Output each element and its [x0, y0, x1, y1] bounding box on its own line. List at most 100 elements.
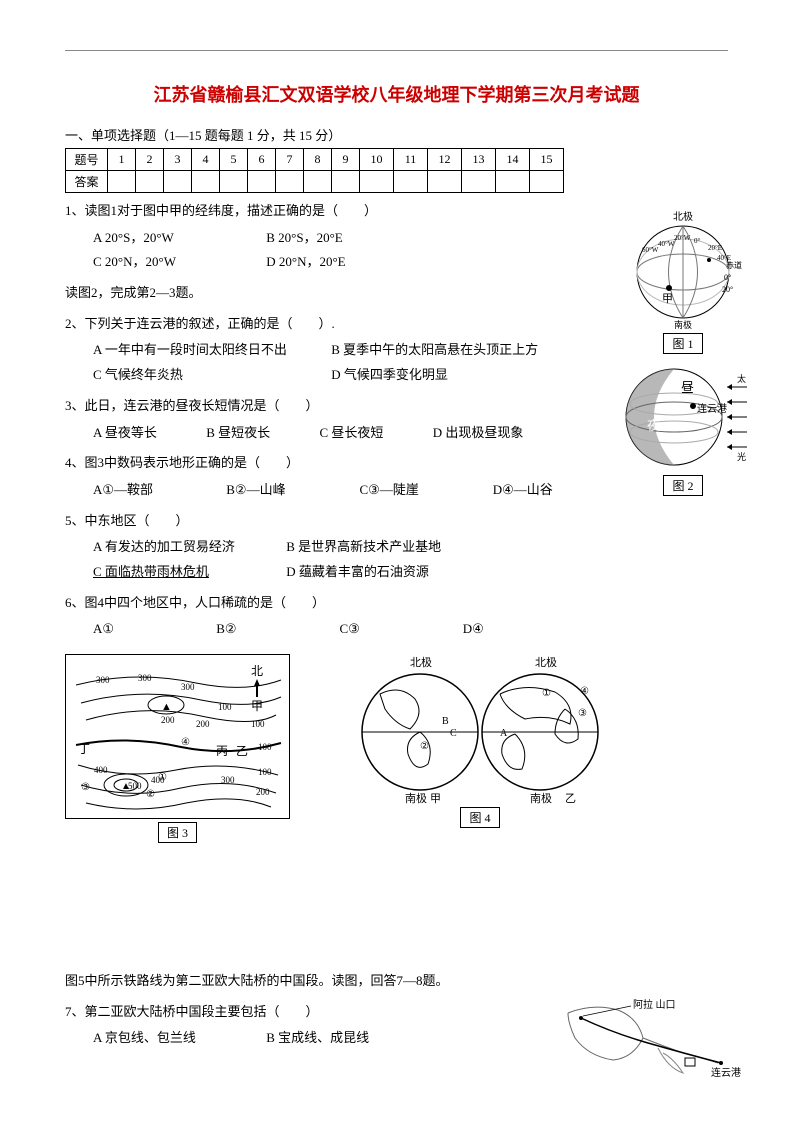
pre-q7: 图5中所示铁路线为第二亚欧大陆桥的中国段。读图，回答7—8题。 [65, 969, 728, 994]
row-label: 答案 [66, 171, 108, 193]
svg-text:0°: 0° [694, 237, 701, 245]
question-5-options: A 有发达的加工贸易经济 B 是世界高新技术产业基地 C 面临热带雨林危机 D … [65, 535, 585, 584]
opt-a: A 京包线、包兰线 [93, 1026, 263, 1051]
opt-a: A① [93, 617, 213, 642]
svg-text:300: 300 [181, 682, 195, 692]
cell[interactable] [462, 171, 496, 193]
opt-d: D④—山谷 [493, 478, 553, 503]
figure-5: 阿拉 山口 连云港 [563, 998, 743, 1102]
svg-text:乙: 乙 [236, 744, 248, 758]
opt-c: C③ [340, 617, 460, 642]
cell[interactable] [428, 171, 462, 193]
opt-a: A 有发达的加工贸易经济 [93, 535, 283, 560]
cell[interactable] [108, 171, 136, 193]
svg-text:乙: 乙 [565, 792, 576, 804]
svg-text:200: 200 [256, 787, 270, 797]
svg-text:④: ④ [580, 686, 589, 697]
globe-icon: 北极 60°W 40°W 20°W 0° 20°E 40°E 赤道 0° 20°… [624, 210, 742, 330]
svg-text:100: 100 [258, 767, 272, 777]
svg-text:20°: 20° [722, 285, 733, 294]
question-1: 1、读图1对于图中甲的经纬度，描述正确的是（ ） [65, 199, 585, 224]
cell[interactable] [192, 171, 220, 193]
svg-text:20°E: 20°E [708, 244, 722, 252]
cell[interactable] [164, 171, 192, 193]
row-label: 题号 [66, 149, 108, 171]
cell: 14 [496, 149, 530, 171]
cell[interactable] [220, 171, 248, 193]
svg-text:300: 300 [221, 775, 235, 785]
section-1-heading: 一、单项选择题（1—15 题每题 1 分，共 15 分） [65, 125, 585, 144]
cell: 7 [276, 149, 304, 171]
svg-text:②: ② [420, 741, 429, 752]
opt-a: A 20°S，20°W [93, 226, 263, 251]
cell[interactable] [276, 171, 304, 193]
cell: 1 [108, 149, 136, 171]
question-4: 4、图3中数码表示地形正确的是（ ） [65, 451, 585, 476]
svg-text:①: ① [542, 688, 551, 699]
svg-text:昼: 昼 [681, 380, 694, 395]
question-3: 3、此日，连云港的昼夜长短情况是（ ） [65, 394, 585, 419]
top-rule [65, 50, 728, 51]
cell: 2 [136, 149, 164, 171]
cell: 9 [332, 149, 360, 171]
cell: 12 [428, 149, 462, 171]
svg-text:▲: ▲ [161, 701, 172, 713]
svg-text:北: 北 [251, 664, 263, 678]
figures-row: ▲ ▲ 500 300 300 300 200 200 100 100 100 … [65, 654, 728, 843]
svg-text:①: ① [158, 772, 167, 783]
figure-1-label: 图 1 [663, 333, 702, 354]
svg-text:B: B [442, 716, 449, 727]
svg-text:100: 100 [251, 719, 265, 729]
svg-text:北极: 北极 [673, 210, 693, 223]
svg-text:④: ④ [181, 737, 190, 748]
opt-c: C 昼长夜短 [320, 421, 430, 446]
world-hemispheres-icon: 北极 北极 B C A ① ④ ③ ② 南极 甲 南极 乙 [350, 654, 610, 804]
svg-text:夜: 夜 [647, 418, 660, 433]
question-6-options: A① B② C③ D④ [65, 617, 585, 642]
opt-c: C③—陡崖 [360, 478, 490, 503]
opt-c: C 面临热带雨林危机 [93, 560, 283, 585]
svg-text:300: 300 [96, 675, 110, 685]
opt-b: B 夏季中午的太阳高悬在头顶正上方 [331, 338, 538, 363]
svg-text:阿拉 山口: 阿拉 山口 [633, 998, 676, 1011]
opt-d: D 出现极昼现象 [433, 421, 524, 446]
cell[interactable] [248, 171, 276, 193]
figure-3: ▲ ▲ 500 300 300 300 200 200 100 100 100 … [65, 654, 290, 843]
question-6: 6、图4中四个地区中，人口稀疏的是（ ） [65, 591, 585, 616]
opt-b: B②—山峰 [226, 478, 356, 503]
cell[interactable] [530, 171, 564, 193]
table-row: 题号 1 2 3 4 5 6 7 8 9 10 11 12 13 14 15 [66, 149, 564, 171]
globe-day-night-icon: 昼 夜 连云港 太 光 [619, 362, 747, 472]
figure-2: 昼 夜 连云港 太 光 图 2 [619, 362, 747, 496]
svg-text:C: C [450, 728, 457, 739]
cell[interactable] [360, 171, 394, 193]
opt-d: D 20°N，20°E [266, 250, 345, 275]
svg-text:40°W: 40°W [658, 240, 675, 248]
svg-text:200: 200 [196, 719, 210, 729]
cell[interactable] [304, 171, 332, 193]
opt-a: A 一年中有一段时间太阳终日不出 [93, 338, 328, 363]
svg-text:连云港: 连云港 [711, 1066, 741, 1079]
cell: 13 [462, 149, 496, 171]
question-5: 5、中东地区（ ） [65, 509, 585, 534]
opt-a: A①—鞍部 [93, 478, 223, 503]
svg-text:甲: 甲 [251, 699, 263, 713]
cell: 11 [394, 149, 428, 171]
opt-b: B 宝成线、成昆线 [266, 1026, 369, 1051]
svg-text:60°W: 60°W [642, 246, 659, 254]
cell: 10 [360, 149, 394, 171]
opt-b: B 20°S，20°E [266, 226, 343, 251]
cell[interactable] [394, 171, 428, 193]
cell[interactable] [136, 171, 164, 193]
svg-text:100: 100 [258, 742, 272, 752]
svg-text:太: 太 [737, 373, 746, 384]
figure-1: 北极 60°W 40°W 20°W 0° 20°E 40°E 赤道 0° 20°… [624, 210, 742, 354]
cell[interactable] [332, 171, 360, 193]
table-row: 答案 [66, 171, 564, 193]
svg-text:赤道: 赤道 [726, 260, 742, 270]
svg-text:400: 400 [94, 765, 108, 775]
answer-table: 题号 1 2 3 4 5 6 7 8 9 10 11 12 13 14 15 答… [65, 148, 564, 193]
opt-a: A 昼夜等长 [93, 421, 203, 446]
cell[interactable] [496, 171, 530, 193]
cell: 8 [304, 149, 332, 171]
